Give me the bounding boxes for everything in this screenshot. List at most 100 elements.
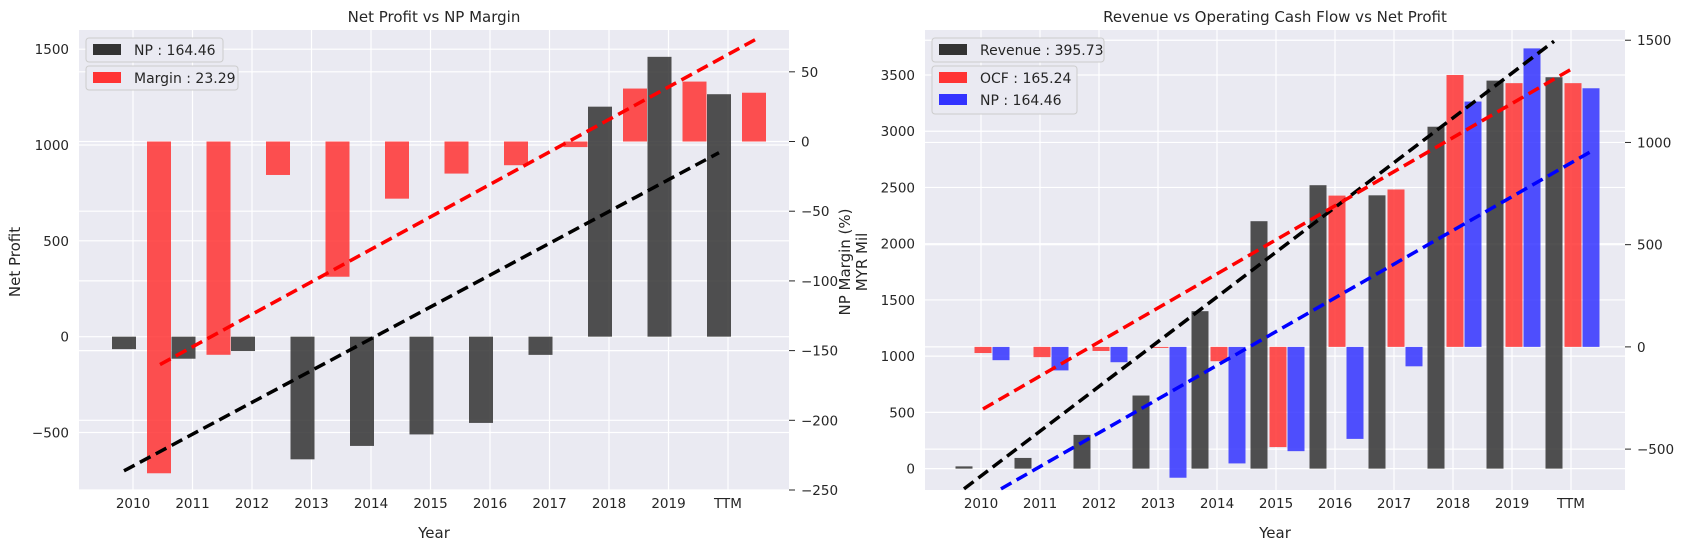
trendlines-2 [962,39,1592,491]
ticks-2: 2010 2011 2012 2013 2014 2015 2016 2017 2018 2019… [881,33,1674,512]
y-tick-label-right: 0 [1637,340,1646,356]
trendline-0 [123,151,720,473]
bar-2017-s0 [1368,195,1386,469]
x-tick-label: 2013 [1141,496,1175,512]
x-tick-label: 2017 [532,496,566,512]
legend-label-np: NP : 164.46 [134,43,216,59]
bar-2014-s1 [385,141,409,199]
y-tick-label-right: −50 [801,204,830,220]
bar-2010-s0 [112,336,136,350]
legend-box-1b [85,65,239,91]
y-tick-label-right: −250 [801,483,838,499]
bar-2011-s1 [1033,346,1051,358]
bar-2019-s0 [647,56,672,337]
bar-2010-s1 [974,346,992,354]
bar-2016-s0 [469,336,493,423]
x-tick-label: 2010 [964,496,998,512]
legend-box-2a [931,37,1105,63]
legend-swatch-ocf [939,72,967,83]
x-tick-label: 2018 [592,496,626,512]
bar-2019-s0 [1486,80,1504,469]
bar-2019-s1 [682,81,707,142]
y-tick-label-left: 3000 [881,124,915,140]
y-tick-label-right: 1000 [1637,135,1671,151]
y-tick-label-left: 3500 [881,68,915,84]
chart-1-xlabel: Year [417,524,451,542]
legend-swatch-revenue [939,44,967,55]
y-tick-label-right: 1500 [1637,33,1671,49]
bar-2016-s1 [1328,195,1346,347]
y-tick-label-left: 2500 [881,180,915,196]
chart-2-xlabel: Year [1258,524,1292,542]
legend-label-revenue: Revenue : 395.73 [980,43,1104,59]
bar-2017-s1 [563,141,588,148]
bar-2016-s2 [1346,346,1364,439]
bar-2018-s1 [1446,74,1464,347]
bar-2013-s0 [290,336,315,460]
y-tick-label-left: 1500 [881,293,915,309]
legend-swatch-np-2 [939,94,967,105]
bar-2018-s1 [623,88,647,142]
chart-1-ylabel-right: NP Margin (%) [836,209,854,316]
bar-2016-s0 [1309,185,1327,469]
x-tick-label: 2019 [1495,496,1529,512]
y-tick-label-left: −500 [32,426,69,442]
x-tick-label: TTM [713,496,742,512]
trendline-1 [982,66,1574,411]
y-tick-label-left: 2000 [881,237,915,253]
y-tick-label-right: −500 [1637,442,1674,458]
legend-label-np-2: NP : 164.46 [980,93,1062,109]
trendlines-1 [123,38,756,473]
x-tick-label: 2016 [473,496,507,512]
bar-2014-s2 [1228,346,1246,464]
bar-2010-s2 [992,346,1010,361]
bar-ttm-s0 [707,94,731,337]
bar-2015-s1 [1269,346,1287,448]
bar-2010-s1 [147,141,171,474]
legend-box-2b [931,65,1078,115]
bar-2012-s0 [1073,434,1091,469]
ticks-1: 2010 2011 2012 2013 2014 2015 2016 2017 2018 2019… [32,42,838,512]
bar-2018-s2 [1464,101,1482,347]
bar-2012-s2 [1110,346,1128,363]
y-tick-label-right: −200 [801,413,838,429]
bar-2012-s1 [1092,346,1110,351]
bar-2017-s2 [1405,346,1423,367]
bar-2015-s2 [1287,346,1305,452]
y-tick-label-left: 500 [43,234,69,250]
bar-2013-s0 [1132,395,1150,469]
bar-2012-s0 [231,336,255,352]
y-tick-label-left: 1000 [881,349,915,365]
bar-2015-s0 [1250,221,1268,469]
x-tick-label: 2011 [1023,496,1057,512]
bar-2013-s1 [1151,346,1169,348]
x-tick-label: 2019 [651,496,685,512]
x-tick-label: 2014 [1200,496,1234,512]
bar-2014-s0 [1191,311,1209,469]
bar-ttm-s0 [1545,77,1563,469]
bar-2013-s1 [325,141,350,277]
x-tick-label: 2015 [413,496,447,512]
bar-2014-s1 [1210,346,1228,362]
bar-2011-s0 [1014,457,1032,469]
bar-2019-s2 [1523,48,1541,347]
x-tick-label: 2011 [175,496,209,512]
legend-label-margin: Margin : 23.29 [134,71,236,87]
bar-2019-s1 [1505,83,1523,347]
bar-2017-s1 [1387,189,1405,347]
x-tick-label: 2018 [1436,496,1470,512]
y-tick-label-left: 0 [906,462,915,478]
x-tick-label: 2016 [1318,496,1352,512]
x-tick-label: 2015 [1259,496,1293,512]
bar-2012-s1 [266,141,290,175]
chart-2-title: Revenue vs Operating Cash Flow vs Net Pr… [1103,8,1447,26]
x-tick-label: 2017 [1377,496,1411,512]
y-tick-label-right: −150 [801,344,838,360]
chart-1-title: Net Profit vs NP Margin [348,8,521,26]
bars-2 [955,48,1600,478]
y-tick-label-right: 50 [801,65,818,81]
x-tick-label: TTM [1556,496,1585,512]
bar-2015-s0 [409,336,434,435]
x-tick-label: 2012 [1082,496,1116,512]
